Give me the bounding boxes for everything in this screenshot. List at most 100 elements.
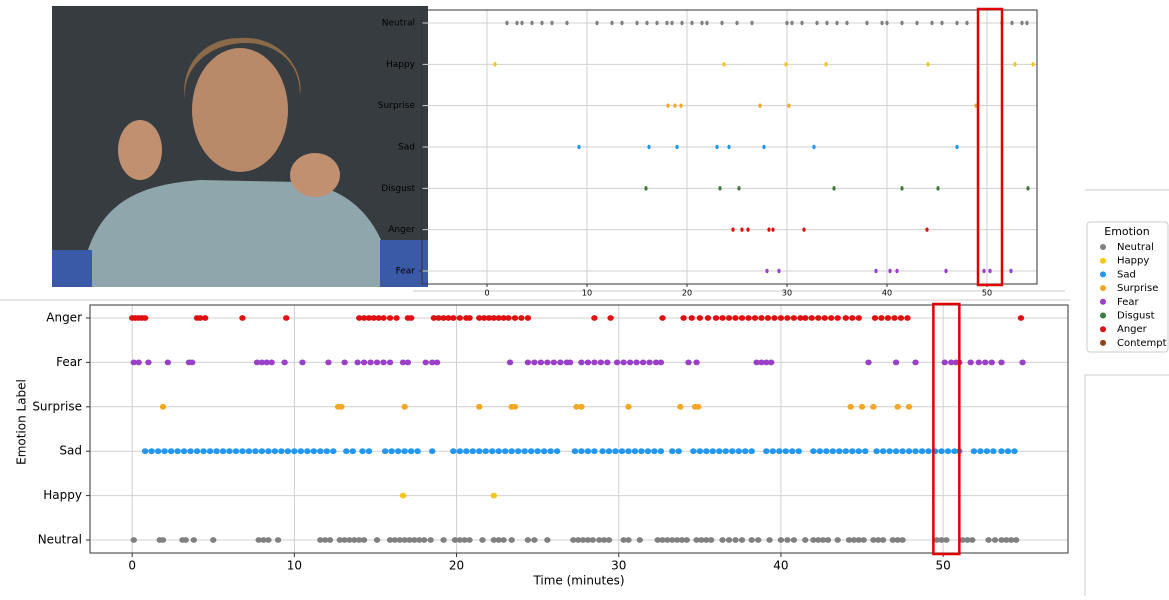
legend-label: Anger: [1117, 324, 1148, 335]
point: [632, 448, 638, 454]
point: [736, 448, 742, 454]
point: [856, 315, 862, 321]
point: [246, 448, 252, 454]
y-axis-label: Emotion Label: [15, 379, 29, 465]
point: [849, 315, 855, 321]
y-tick-label: Fear: [396, 267, 416, 277]
point: [843, 448, 849, 454]
point: [598, 360, 604, 366]
point: [703, 448, 709, 454]
point: [977, 448, 983, 454]
point: [160, 404, 166, 410]
point: [828, 315, 834, 321]
point: [859, 404, 865, 410]
point: [531, 537, 537, 543]
point: [669, 448, 675, 454]
point: [281, 360, 287, 366]
point: [476, 448, 482, 454]
point: [479, 537, 485, 543]
legend-label: Happy: [1117, 256, 1149, 267]
point: [591, 448, 597, 454]
point: [726, 537, 732, 543]
point: [943, 537, 949, 543]
point: [1020, 21, 1023, 25]
point: [440, 537, 446, 543]
point: [423, 360, 429, 366]
point: [676, 448, 682, 454]
point: [697, 448, 703, 454]
point: [627, 360, 633, 366]
point: [982, 269, 985, 273]
point: [802, 315, 808, 321]
point: [873, 448, 879, 454]
point: [885, 315, 891, 321]
y-tick-label: Neutral: [382, 19, 415, 29]
point: [874, 269, 877, 273]
point: [791, 537, 797, 543]
point: [525, 315, 531, 321]
point: [202, 315, 208, 321]
point: [767, 227, 770, 231]
point: [427, 537, 433, 543]
point: [836, 448, 842, 454]
point: [812, 145, 815, 149]
point: [893, 448, 899, 454]
point: [965, 21, 968, 25]
point: [862, 448, 868, 454]
point: [893, 360, 899, 366]
point: [925, 227, 928, 231]
point: [645, 448, 651, 454]
point: [670, 21, 673, 25]
point: [940, 21, 943, 25]
y-tick-label: Fear: [56, 355, 82, 369]
point: [226, 448, 232, 454]
point: [719, 537, 725, 543]
x-tick-label: 0: [484, 289, 489, 298]
point: [865, 21, 868, 25]
point: [899, 537, 905, 543]
point: [325, 360, 331, 366]
point: [620, 360, 626, 366]
point: [220, 448, 226, 454]
point: [142, 315, 148, 321]
point: [731, 227, 734, 231]
point: [544, 360, 550, 366]
point: [259, 448, 265, 454]
point: [710, 448, 716, 454]
point: [590, 537, 596, 543]
point: [612, 448, 618, 454]
point: [614, 360, 620, 366]
point: [713, 315, 719, 321]
point: [515, 21, 518, 25]
point: [450, 315, 456, 321]
point: [716, 448, 722, 454]
point: [547, 448, 553, 454]
point: [512, 404, 518, 410]
point: [930, 21, 933, 25]
point: [189, 360, 195, 366]
point: [165, 360, 171, 366]
point: [174, 448, 180, 454]
left-hand: [118, 120, 162, 180]
y-tick-label: Happy: [386, 60, 416, 70]
point: [719, 315, 725, 321]
point: [405, 360, 411, 366]
legend-label: Disgust: [1117, 311, 1155, 322]
point: [802, 537, 808, 543]
point: [898, 315, 904, 321]
point: [742, 448, 748, 454]
point: [466, 537, 472, 543]
point: [832, 186, 835, 190]
x-tick-label: 30: [782, 289, 792, 298]
point: [802, 227, 805, 231]
point: [771, 227, 774, 231]
point: [740, 227, 743, 231]
point: [732, 315, 738, 321]
point: [457, 315, 463, 321]
point: [387, 315, 393, 321]
point: [401, 448, 407, 454]
point: [746, 227, 749, 231]
point: [835, 21, 838, 25]
point: [834, 537, 840, 543]
point: [421, 537, 427, 543]
